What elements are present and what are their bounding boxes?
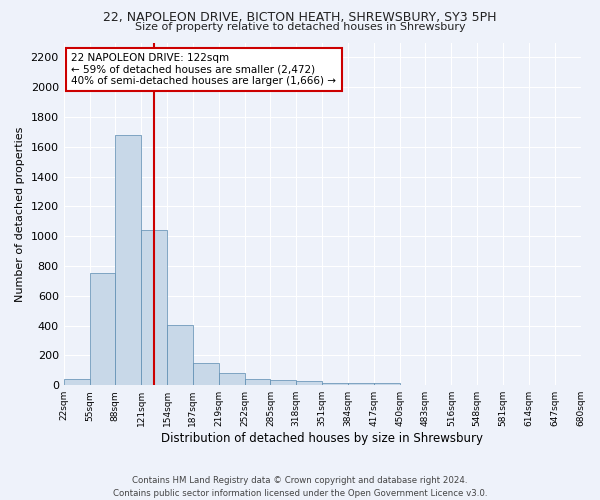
Bar: [89, 274, 115, 385]
Bar: [296, 380, 322, 385]
Bar: [64, 378, 89, 385]
Bar: [193, 363, 219, 385]
Bar: [219, 374, 245, 385]
Bar: [322, 382, 348, 385]
Bar: [115, 135, 141, 385]
Text: 22 NAPOLEON DRIVE: 122sqm
← 59% of detached houses are smaller (2,472)
40% of se: 22 NAPOLEON DRIVE: 122sqm ← 59% of detac…: [71, 53, 337, 86]
X-axis label: Distribution of detached houses by size in Shrewsbury: Distribution of detached houses by size …: [161, 432, 483, 445]
Text: 22, NAPOLEON DRIVE, BICTON HEATH, SHREWSBURY, SY3 5PH: 22, NAPOLEON DRIVE, BICTON HEATH, SHREWS…: [103, 11, 497, 24]
Bar: [374, 383, 400, 385]
Bar: [141, 230, 167, 385]
Text: Contains HM Land Registry data © Crown copyright and database right 2024.
Contai: Contains HM Land Registry data © Crown c…: [113, 476, 487, 498]
Bar: [167, 325, 193, 385]
Bar: [348, 383, 374, 385]
Text: Size of property relative to detached houses in Shrewsbury: Size of property relative to detached ho…: [134, 22, 466, 32]
Bar: [271, 380, 296, 385]
Y-axis label: Number of detached properties: Number of detached properties: [15, 126, 25, 302]
Bar: [245, 378, 271, 385]
